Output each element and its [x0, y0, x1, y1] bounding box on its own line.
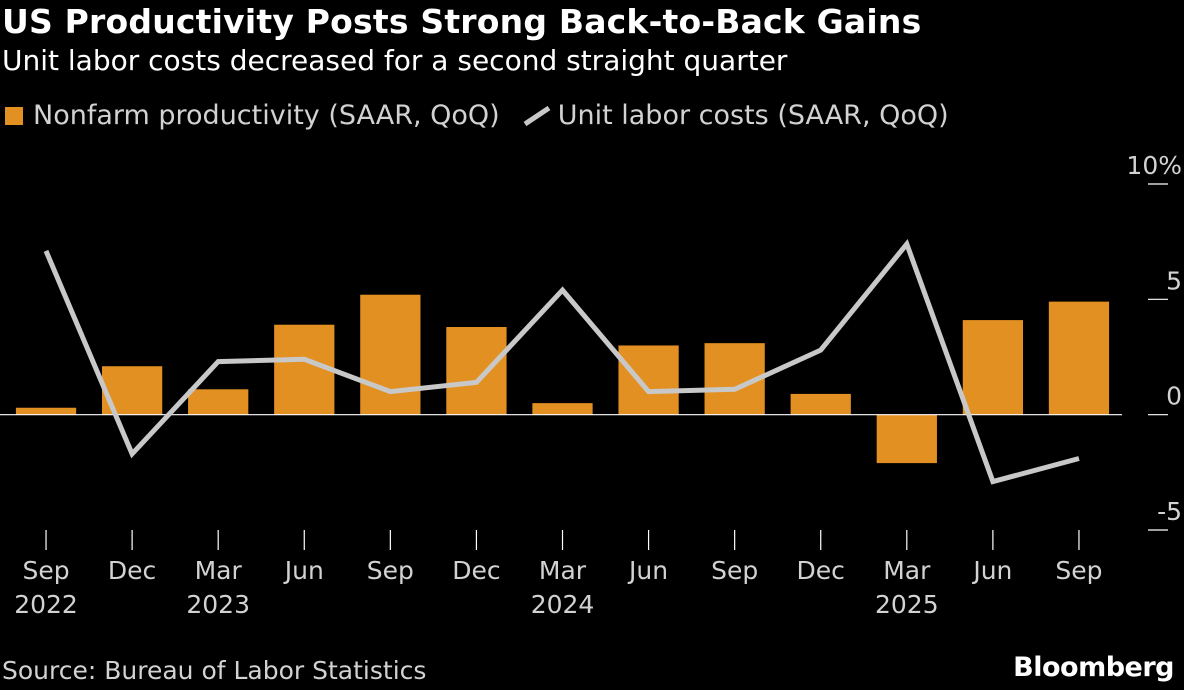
x-tick-label: Sep: [1055, 556, 1102, 585]
bloomberg-logo: Bloomberg: [1013, 652, 1174, 683]
x-tick-label: Mar: [883, 556, 931, 585]
productivity-bar: [15, 407, 77, 415]
x-tick-label: Jun: [971, 556, 1012, 585]
chart-title: US Productivity Posts Strong Back-to-Bac…: [2, 2, 922, 41]
y-tick-label: 10%: [1126, 151, 1182, 180]
x-tick-label: Mar: [195, 556, 243, 585]
legend-line-label: Unit labor costs (SAAR, QoQ): [557, 100, 949, 131]
x-tick-label: Jun: [627, 556, 668, 585]
unit-labor-costs-line: [43, 238, 1080, 485]
x-year-label: 2024: [531, 590, 595, 619]
y-axis: 10% 5 0 -5: [1126, 151, 1182, 531]
x-tick-label: Dec: [452, 556, 500, 585]
x-year-label: 2023: [186, 590, 250, 619]
productivity-bar: [618, 345, 679, 415]
x-tick-label: Sep: [367, 556, 414, 585]
productivity-bar: [876, 414, 937, 464]
y-tick-label: -5: [1157, 497, 1182, 526]
x-axis: Sep 2022 Dec Mar 2023 Jun Sep Dec Mar 2024 Jun Sep D…: [14, 530, 1103, 619]
productivity-bar: [188, 389, 249, 415]
x-tick-label: Mar: [539, 556, 587, 585]
source-note: Source: Bureau of Labor Statistics: [2, 656, 427, 685]
x-tick-label: Sep: [711, 556, 758, 585]
legend-line-swatch: [523, 105, 551, 126]
legend-bar-label: Nonfarm productivity (SAAR, QoQ): [33, 100, 500, 131]
productivity-bar: [446, 327, 507, 415]
productivity-bar: [532, 403, 593, 415]
y-tick-label: 5: [1166, 266, 1182, 295]
productivity-bars: [15, 294, 1110, 464]
x-year-label: 2025: [875, 590, 939, 619]
productivity-bar: [962, 320, 1024, 415]
productivity-bar: [1048, 301, 1110, 415]
x-tick-label: Dec: [108, 556, 156, 585]
y-tick-label: 0: [1166, 382, 1182, 411]
x-tick-label: Sep: [22, 556, 69, 585]
x-tick-label: Dec: [797, 556, 845, 585]
legend-bar-swatch: [5, 106, 23, 125]
legend: Nonfarm productivity (SAAR, QoQ) Unit la…: [5, 100, 949, 131]
productivity-bar: [360, 294, 421, 415]
x-year-label: 2022: [14, 590, 78, 619]
productivity-bar: [790, 393, 851, 415]
chart-subtitle: Unit labor costs decreased for a second …: [2, 44, 788, 77]
productivity-bar: [274, 324, 335, 415]
x-tick-label: Jun: [283, 556, 324, 585]
